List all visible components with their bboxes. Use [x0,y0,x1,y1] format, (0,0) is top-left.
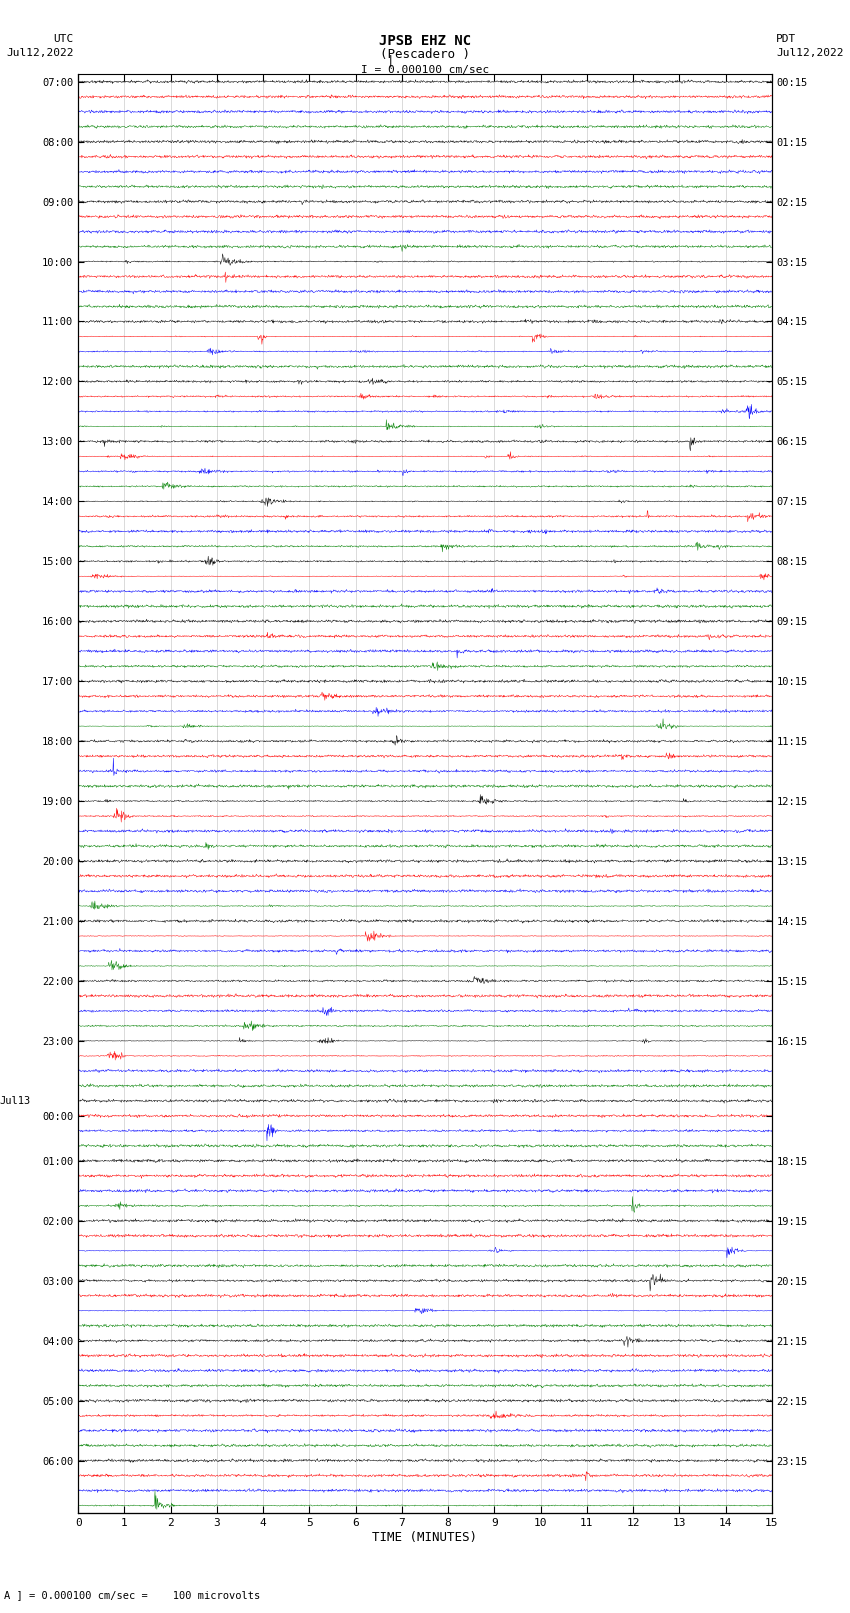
Text: Jul12,2022: Jul12,2022 [7,48,74,58]
Text: JPSB EHZ NC: JPSB EHZ NC [379,34,471,48]
Text: Jul12,2022: Jul12,2022 [776,48,843,58]
Text: I = 0.000100 cm/sec: I = 0.000100 cm/sec [361,65,489,74]
Text: (Pescadero ): (Pescadero ) [380,48,470,61]
Text: UTC: UTC [54,34,74,44]
Text: Jul13: Jul13 [0,1095,31,1107]
Text: A ] = 0.000100 cm/sec =    100 microvolts: A ] = 0.000100 cm/sec = 100 microvolts [4,1590,260,1600]
Text: |: | [388,55,394,68]
Text: PDT: PDT [776,34,796,44]
X-axis label: TIME (MINUTES): TIME (MINUTES) [372,1531,478,1544]
